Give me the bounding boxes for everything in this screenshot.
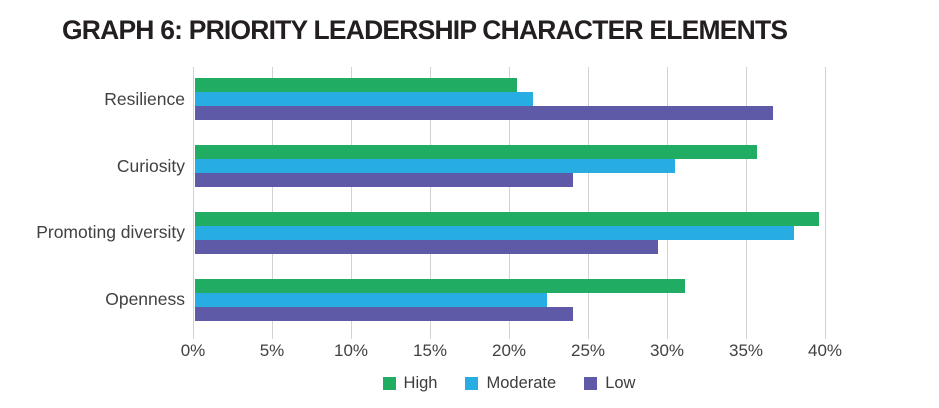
bar-low: [195, 173, 573, 188]
bar-high: [195, 145, 758, 160]
x-tick-label: 15%: [412, 341, 448, 360]
legend-item-moderate: Moderate: [465, 374, 556, 393]
chart-title: GRAPH 6: PRIORITY LEADERSHIP CHARACTER E…: [62, 15, 788, 45]
bar-low: [195, 239, 658, 254]
x-gridline: [192, 67, 194, 339]
bar-low: [195, 306, 573, 321]
x-axis: 0% 5% 10% 15% 20% 25% 30% 35% 40%: [181, 341, 842, 361]
x-gridline: [350, 67, 352, 339]
x-tick-label: 0%: [180, 341, 206, 360]
bar-moderate: [195, 159, 676, 174]
bar-low: [195, 106, 774, 121]
legend-swatch-icon: [584, 377, 598, 390]
x-tick-label: 10%: [333, 341, 369, 360]
bar-moderate: [195, 92, 534, 107]
x-tick-label: 20%: [491, 341, 527, 360]
x-tick-label: 40%: [807, 341, 843, 360]
plot-area: [192, 66, 827, 339]
x-gridline: [271, 67, 273, 339]
bar-group: [195, 78, 827, 121]
legend-label: Low: [605, 374, 636, 392]
x-tick-label: 25%: [570, 341, 606, 360]
bar-group: [195, 278, 827, 321]
x-tick-label: 5%: [259, 341, 285, 360]
bar-moderate: [195, 292, 548, 307]
category-label: Curiosity: [116, 155, 185, 176]
bar-high: [195, 278, 685, 293]
legend-item-low: Low: [584, 374, 635, 393]
x-tick-label: 35%: [728, 341, 764, 360]
legend-swatch-icon: [465, 377, 479, 390]
category-label: Promoting diversity: [36, 222, 185, 243]
x-tick-label: 30%: [649, 341, 685, 360]
legend-label: Moderate: [486, 374, 557, 392]
bar-group: [195, 145, 827, 188]
bar-moderate: [195, 225, 794, 240]
x-gridline: [745, 67, 747, 339]
x-gridline: [508, 67, 510, 339]
x-gridline: [429, 67, 431, 339]
bar-high: [195, 211, 820, 226]
y-axis-category-labels: Resilience Curiosity Promoting diversity Op…: [0, 66, 185, 333]
x-gridline: [824, 67, 826, 339]
bar-high: [195, 78, 518, 93]
x-gridline: [666, 67, 668, 339]
legend-item-high: High: [382, 374, 438, 393]
legend-swatch-icon: [382, 377, 396, 390]
category-label: Openness: [105, 289, 185, 310]
legend: High Moderate Low: [193, 374, 825, 393]
category-label: Resilience: [104, 88, 185, 109]
x-gridline: [587, 67, 589, 339]
bar-group: [195, 211, 827, 254]
legend-label: High: [403, 374, 438, 392]
